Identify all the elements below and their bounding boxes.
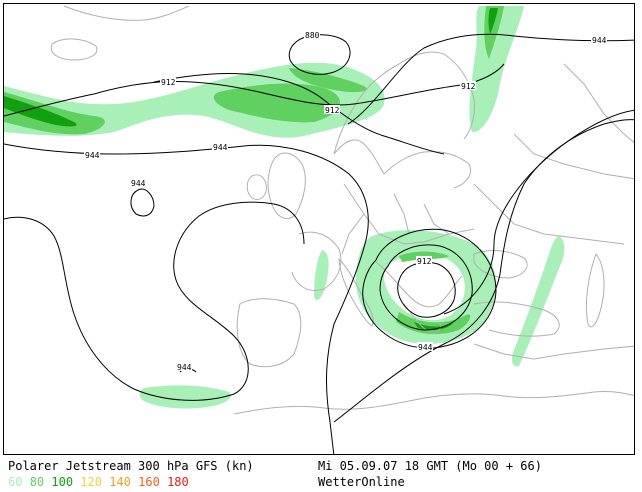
jet-band-ne-100: [488, 8, 498, 34]
coast-balkans: [375, 261, 463, 308]
coast-italy: [338, 257, 374, 327]
legend-item-160: 160: [138, 475, 160, 489]
valid-time: Mi 05.09.07 18 GMT (Mo 00 + 66): [318, 459, 542, 473]
contour-944-small: [130, 188, 155, 217]
jetstream-map: 880 912 912 912 944 944 944 944 912 944 …: [3, 3, 635, 455]
coast-france: [291, 231, 342, 291]
contour-label-944-ne: 944: [592, 36, 607, 45]
wind-speed-legend: 60 80 100 120 140 160 180: [8, 475, 189, 489]
jet-streak-ocean-60: [139, 385, 231, 409]
border-2: [341, 213, 365, 255]
legend-item-120: 120: [80, 475, 102, 489]
jet-streak-east-60: [511, 236, 565, 367]
border-6: [393, 193, 410, 235]
coast-caspian: [585, 252, 605, 328]
jet-band-north-100: [4, 96, 77, 127]
legend-item-100: 100: [51, 475, 74, 489]
legend-item-180: 180: [167, 475, 189, 489]
contour-ring-mid: [379, 244, 473, 331]
contour-912-north: [4, 63, 505, 117]
height-contours: [4, 33, 634, 454]
contour-ring-inner: [397, 261, 456, 318]
contour-944-north: [4, 143, 369, 454]
contour-label-944-mid: 944: [213, 143, 228, 152]
contour-label-912-center: 912: [325, 106, 340, 115]
contour-label-880: 880: [305, 31, 320, 40]
contour-912-east: [443, 109, 634, 315]
coast-africa: [233, 391, 634, 415]
contour-label-912-ne: 912: [461, 82, 476, 91]
coast-britain: [267, 152, 306, 220]
contour-label-912-balkan: 912: [417, 257, 432, 266]
border-8: [563, 63, 634, 143]
jet-band-ne-60: [469, 6, 524, 133]
contour-ring-outer: [362, 228, 497, 349]
jetstream-shading: [4, 6, 565, 409]
contour-944-ne: [347, 33, 634, 125]
contour-label-944-west: 944: [85, 151, 100, 160]
contour-880: [288, 34, 351, 75]
brand-label: WetterOnline: [318, 475, 405, 489]
jet-band-north-80: [4, 92, 105, 135]
coast-norway: [333, 139, 385, 175]
legend-item-80: 80: [29, 475, 45, 489]
legend-item-140: 140: [109, 475, 131, 489]
contour-944-east: [333, 119, 634, 423]
contour-912-north-2: [153, 72, 445, 155]
contour-labels: 880 912 912 912 944 944 944 944 912 944 …: [84, 30, 607, 372]
coast-baltic: [383, 151, 471, 189]
coast-blacksea: [473, 250, 528, 279]
legend-item-60: 60: [8, 475, 23, 489]
contour-label-944-ocean: 944: [177, 363, 192, 372]
coast-greenland: [63, 5, 190, 21]
coastlines: [50, 5, 634, 415]
coast-ireland: [246, 174, 267, 200]
jet-band-north2-80: [213, 83, 341, 123]
chart-title: Polarer Jetstream 300 hPa GFS (kn): [8, 459, 254, 473]
coast-iberia: [236, 298, 302, 368]
coast-iceland: [50, 38, 98, 61]
coast-scandinavia: [333, 51, 475, 155]
border-5: [423, 203, 450, 235]
coast-turkey: [473, 301, 560, 337]
contour-944-loop-west: [4, 201, 305, 401]
contour-label-944-balkan: 944: [418, 343, 433, 352]
border-7: [473, 343, 634, 360]
jet-streak-italy-60: [314, 250, 329, 300]
map-canvas: 880 912 912 912 944 944 944 944 912 944 …: [4, 5, 634, 454]
contour-label-912-north: 912: [161, 78, 176, 87]
border-4: [513, 133, 634, 180]
border-3: [473, 183, 625, 245]
contour-label-944-small: 944: [131, 179, 146, 188]
jet-band-north3-60: [289, 68, 367, 93]
